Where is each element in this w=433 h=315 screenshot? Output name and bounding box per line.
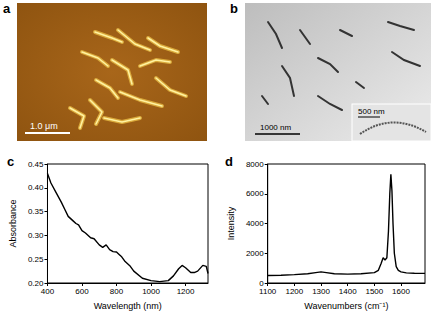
svg-text:c: c	[7, 154, 14, 169]
svg-text:Absorbance: Absorbance	[8, 199, 18, 247]
svg-text:0.45: 0.45	[28, 160, 44, 169]
svg-text:1300: 1300	[312, 287, 330, 296]
svg-text:1000: 1000	[142, 287, 160, 296]
svg-text:d: d	[225, 154, 233, 169]
svg-text:800: 800	[110, 287, 124, 296]
svg-text:400: 400	[41, 287, 55, 296]
svg-text:0.30: 0.30	[28, 231, 44, 240]
svg-text:1500: 1500	[365, 287, 383, 296]
svg-text:1600: 1600	[392, 287, 410, 296]
svg-text:0: 0	[259, 278, 264, 288]
svg-text:Wavelength (nm): Wavelength (nm)	[94, 301, 162, 311]
svg-text:1200: 1200	[177, 287, 195, 296]
svg-text:6000: 6000	[246, 189, 264, 198]
svg-text:1200: 1200	[285, 287, 303, 296]
svg-text:1400: 1400	[339, 287, 357, 296]
svg-text:600: 600	[75, 287, 89, 296]
svg-text:4000: 4000	[246, 219, 264, 228]
svg-text:1.0 μm: 1.0 μm	[30, 121, 58, 131]
svg-text:1100: 1100	[259, 287, 277, 296]
svg-text:0.35: 0.35	[28, 207, 44, 216]
svg-text:Wavenumbers (cm⁻¹): Wavenumbers (cm⁻¹)	[304, 301, 388, 311]
svg-text:2000: 2000	[246, 249, 264, 258]
svg-text:a: a	[3, 1, 11, 16]
svg-text:1000 nm: 1000 nm	[260, 123, 291, 132]
svg-text:0.40: 0.40	[28, 183, 44, 192]
svg-text:8000: 8000	[246, 160, 264, 169]
svg-text:b: b	[230, 1, 238, 16]
svg-text:500 nm: 500 nm	[358, 107, 385, 116]
svg-text:0.25: 0.25	[28, 255, 44, 264]
svg-text:Intensity: Intensity	[226, 206, 236, 240]
svg-text:0.20: 0.20	[27, 278, 44, 288]
